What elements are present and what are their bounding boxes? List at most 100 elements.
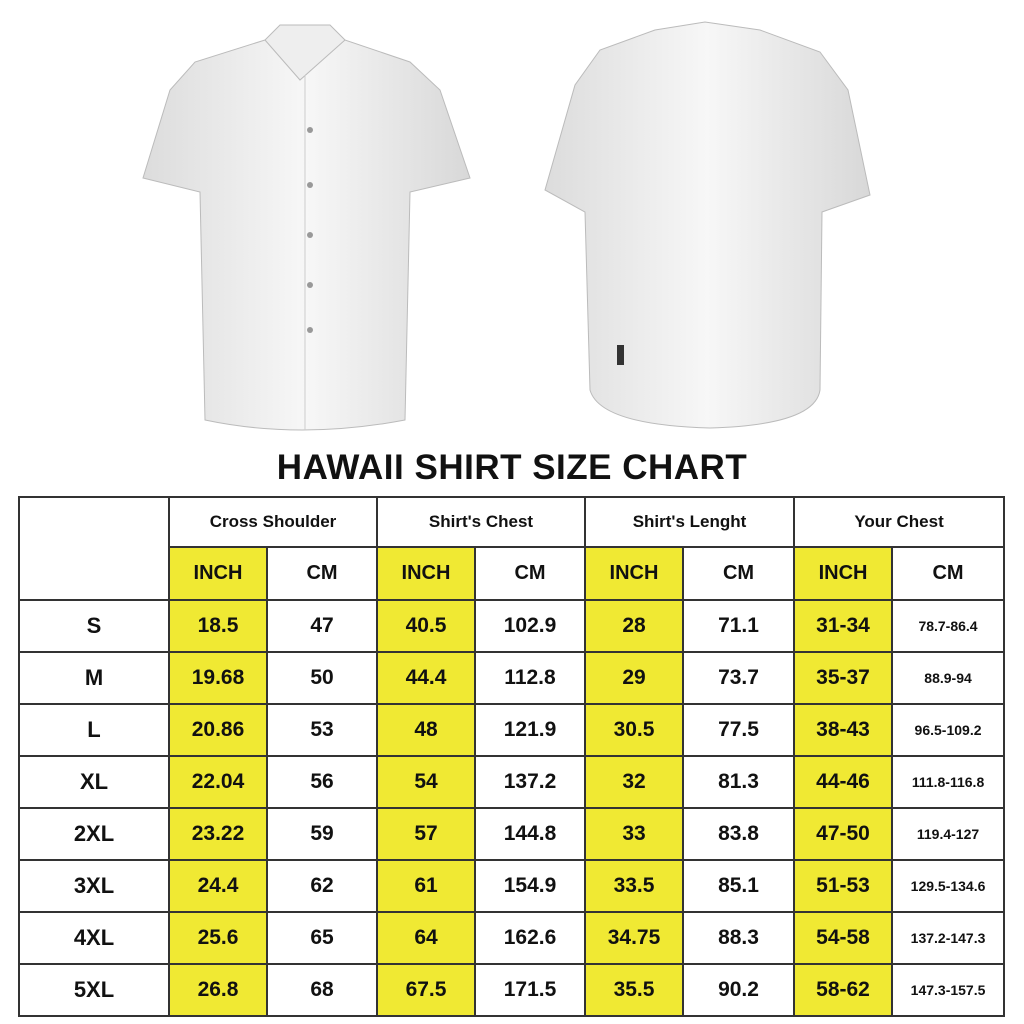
unit-header: INCH: [168, 546, 268, 601]
table-cell: 47: [266, 599, 378, 653]
table-cell: 85.1: [681, 859, 796, 913]
page-title: HAWAII SHIRT SIZE CHART: [276, 448, 748, 487]
table-cell: 112.8: [474, 651, 586, 705]
table-cell: 34.75: [584, 911, 684, 965]
table-cell: 26.8: [168, 963, 268, 1017]
table-row: S 18.5 47 40.5 102.9 28 71.1 31-34 78.7-86.4: [18, 599, 1006, 653]
size-chart-table: Cross Shoulder Shirt's Chest Shirt's Len…: [18, 496, 1006, 1017]
unit-header-row: INCH CM INCH CM INCH CM INCH CM: [19, 546, 1006, 601]
table-cell: 59: [266, 807, 378, 861]
table-cell: 54-58: [793, 911, 894, 965]
unit-header: INCH: [793, 546, 894, 601]
unit-header: CM: [891, 546, 1006, 601]
table-cell: 35-37: [793, 651, 894, 705]
unit-header: INCH: [584, 546, 684, 601]
table-cell: 33: [584, 807, 684, 861]
table-cell: 88.3: [681, 911, 796, 965]
unit-header: INCH: [376, 546, 476, 601]
table-cell: 73.7: [681, 651, 796, 705]
table-cell: 67.5: [376, 963, 476, 1017]
table-cell: 61: [376, 859, 476, 913]
table-cell: 19.68: [168, 651, 268, 705]
table-cell: 90.2: [681, 963, 796, 1017]
group-header: Shirt's Chest: [376, 496, 586, 548]
group-header: Your Chest: [793, 496, 1006, 548]
table-cell: 54: [376, 755, 476, 809]
size-label: L: [18, 703, 170, 757]
size-label: 5XL: [18, 963, 170, 1017]
size-label: S: [18, 599, 170, 653]
table-cell: 30.5: [584, 703, 684, 757]
table-cell: 24.4: [168, 859, 268, 913]
table-cell: 88.9-94: [891, 651, 1006, 705]
shirt-back-image: [544, 21, 871, 429]
table-cell: 171.5: [474, 963, 586, 1017]
group-header-row: Cross Shoulder Shirt's Chest Shirt's Len…: [18, 496, 1006, 601]
table-row: 4XL 25.6 65 64 162.6 34.75 88.3 54-58 137.2-147.…: [18, 911, 1006, 965]
table-cell: 137.2: [474, 755, 586, 809]
table-cell: 35.5: [584, 963, 684, 1017]
table-row: M 19.68 50 44.4 112.8 29 73.7 35-37 88.9-94: [18, 651, 1006, 705]
table-cell: 20.86: [168, 703, 268, 757]
table-cell: 56: [266, 755, 378, 809]
table-cell: 102.9: [474, 599, 586, 653]
table-cell: 81.3: [681, 755, 796, 809]
table-cell: 44.4: [376, 651, 476, 705]
table-cell: 50: [266, 651, 378, 705]
table-row: XL 22.04 56 54 137.2 32 81.3 44-46 111.8-116.8: [18, 755, 1006, 809]
table-cell: 68: [266, 963, 378, 1017]
table-row: 5XL 26.8 68 67.5 171.5 35.5 90.2 58-62 147.3-157…: [18, 963, 1006, 1017]
table-cell: 64: [376, 911, 476, 965]
table-cell: 119.4-127: [891, 807, 1006, 861]
shirt-images: [142, 21, 871, 431]
size-label: XL: [18, 755, 170, 809]
table-cell: 78.7-86.4: [891, 599, 1006, 653]
table-cell: 77.5: [681, 703, 796, 757]
table-cell: 23.22: [168, 807, 268, 861]
table-cell: 57: [376, 807, 476, 861]
table-cell: 47-50: [793, 807, 894, 861]
table-cell: 53: [266, 703, 378, 757]
table-cell: 111.8-116.8: [891, 755, 1006, 809]
table-cell: 18.5: [168, 599, 268, 653]
table-cell: 129.5-134.6: [891, 859, 1006, 913]
unit-header: CM: [474, 546, 586, 601]
table-cell: 28: [584, 599, 684, 653]
table-cell: 48: [376, 703, 476, 757]
table-cell: 31-34: [793, 599, 894, 653]
table-cell: 137.2-147.3: [891, 911, 1006, 965]
unit-header: CM: [681, 546, 796, 601]
table-cell: 96.5-109.2: [891, 703, 1006, 757]
size-label: 2XL: [18, 807, 170, 861]
table-row: 2XL 23.22 59 57 144.8 33 83.8 47-50 119.4-127: [18, 807, 1006, 861]
table-cell: 65: [266, 911, 378, 965]
size-label: 4XL: [18, 911, 170, 965]
size-label: M: [18, 651, 170, 705]
table-cell: 40.5: [376, 599, 476, 653]
table-cell: 83.8: [681, 807, 796, 861]
table-cell: 121.9: [474, 703, 586, 757]
group-header: Shirt's Lenght: [583, 496, 796, 548]
shirt-front-image: [142, 24, 471, 431]
corner-cell: [18, 496, 170, 601]
size-label: 3XL: [18, 859, 170, 913]
table-cell: 162.6: [474, 911, 586, 965]
unit-header: CM: [266, 546, 378, 601]
table-cell: 22.04: [168, 755, 268, 809]
table-cell: 144.8: [474, 807, 586, 861]
table-cell: 44-46: [793, 755, 894, 809]
table-cell: 62: [266, 859, 378, 913]
table-cell: 38-43: [793, 703, 894, 757]
table-row: 3XL 24.4 62 61 154.9 33.5 85.1 51-53 129.5-134.6: [18, 859, 1006, 913]
table-cell: 32: [584, 755, 684, 809]
table-cell: 71.1: [681, 599, 796, 653]
table-cell: 33.5: [584, 859, 684, 913]
table-cell: 147.3-157.5: [891, 963, 1006, 1017]
table-row: L 20.86 53 48 121.9 30.5 77.5 38-43 96.5-109.2: [18, 703, 1006, 757]
group-header: Cross Shoulder: [168, 496, 378, 548]
table-cell: 25.6: [168, 911, 268, 965]
table-cell: 29: [584, 651, 684, 705]
table-cell: 154.9: [474, 859, 586, 913]
table-cell: 58-62: [793, 963, 894, 1017]
table-cell: 51-53: [793, 859, 894, 913]
